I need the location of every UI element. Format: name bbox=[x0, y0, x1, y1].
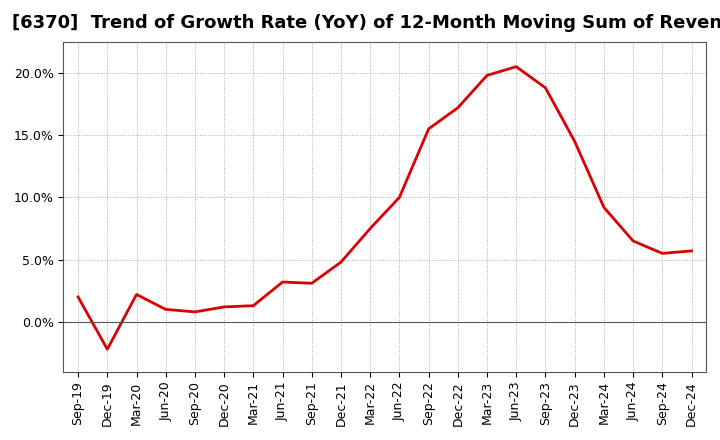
Title: [6370]  Trend of Growth Rate (YoY) of 12-Month Moving Sum of Revenues: [6370] Trend of Growth Rate (YoY) of 12-… bbox=[12, 14, 720, 32]
